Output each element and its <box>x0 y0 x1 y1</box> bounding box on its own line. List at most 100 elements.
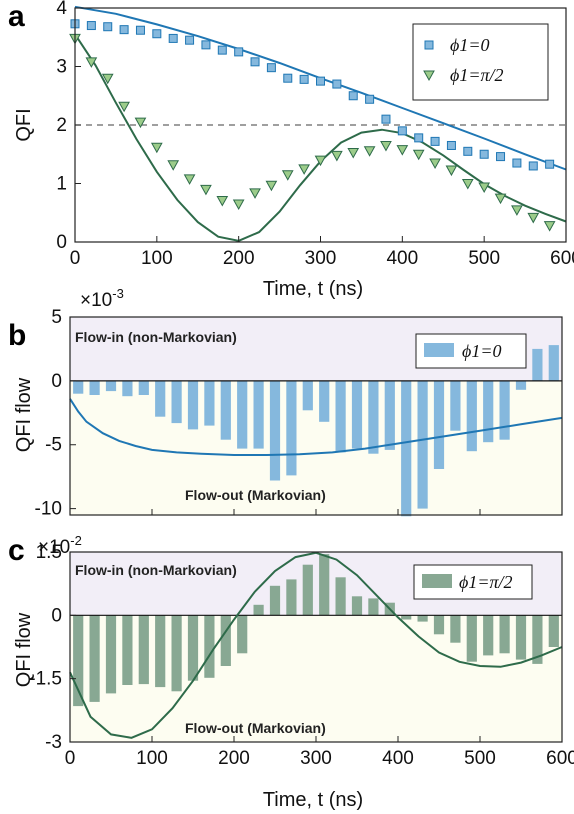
bar <box>368 598 379 616</box>
panel-c-exponent: ×10-2 <box>38 533 82 558</box>
legend-swatch <box>422 574 452 588</box>
data-point-phi-pi2 <box>101 73 114 85</box>
data-point-phi0 <box>414 133 424 143</box>
data-point-phi0 <box>152 29 162 39</box>
bar <box>220 615 231 666</box>
panel-b-ytick-label: 0 <box>51 371 62 392</box>
data-point-phi-pi2 <box>445 165 458 177</box>
data-point-phi-pi2 <box>183 174 196 185</box>
bar <box>483 615 494 656</box>
bar <box>368 380 379 454</box>
bar <box>122 380 133 397</box>
bar <box>335 577 346 616</box>
data-point-phi0 <box>545 159 555 169</box>
bar <box>138 615 149 685</box>
data-point-phi-pi2 <box>478 182 491 194</box>
panel-a-ytick-label: 0 <box>56 232 67 253</box>
bar <box>204 380 215 426</box>
data-point-phi-pi2 <box>281 170 294 181</box>
data-point-phi-pi2 <box>527 212 540 224</box>
bar <box>351 596 363 616</box>
data-point-phi-pi2 <box>167 160 180 171</box>
bar <box>302 380 313 411</box>
bar <box>417 615 428 622</box>
data-point-phi0 <box>496 152 506 162</box>
data-point-phi-pi2 <box>380 140 392 152</box>
data-point-phi0 <box>234 47 244 57</box>
panel-c-chart: 0 100 200 300 400 500 600 -3 -1.5 0 1.5 ϕ1=π/2 <box>29 542 574 769</box>
panel-b-flow-in-label: Flow-in (non-Markovian) <box>75 329 237 345</box>
data-point-phi-pi2 <box>461 179 474 190</box>
bar <box>187 615 199 681</box>
data-point-phi0 <box>168 33 178 43</box>
data-point-phi0 <box>103 22 113 32</box>
data-point-phi0 <box>365 94 375 104</box>
data-point-phi0 <box>479 149 489 159</box>
bar <box>220 380 231 440</box>
bar <box>253 604 264 616</box>
data-point-phi-pi2 <box>494 193 507 205</box>
bar <box>384 380 395 450</box>
bar <box>105 615 117 694</box>
data-point-phi0 <box>135 25 145 35</box>
panel-c-ylabel: QFI flow <box>13 612 35 687</box>
data-point-phi-pi2 <box>118 101 130 113</box>
panel-b-ytick-label: -10 <box>35 499 62 520</box>
bar <box>187 380 199 430</box>
bar <box>483 380 494 443</box>
panel-c-ytick-label: 0 <box>51 605 62 626</box>
panel-a-xtick-label: 500 <box>468 248 500 269</box>
panel-c-ytick-label: -3 <box>45 732 62 753</box>
bar <box>515 615 527 660</box>
legend-label-phi-pi2: ϕ1=π/2 <box>450 65 503 85</box>
panel-b-legend: ϕ1=0 <box>415 333 527 369</box>
panel-a-ytick-label: 1 <box>56 174 67 195</box>
bar <box>515 380 527 390</box>
panel-a-xtick-label: 600 <box>550 248 574 269</box>
panel-b-ylabel: QFI flow <box>13 377 35 452</box>
bar <box>319 380 330 422</box>
bar <box>237 615 248 654</box>
panel-c-legend: ϕ1=π/2 <box>413 564 533 600</box>
data-point-phi0 <box>348 91 358 101</box>
data-point-phi-pi2 <box>200 184 212 196</box>
bar <box>204 615 215 678</box>
legend-marker-phi-pi2 <box>423 70 435 82</box>
panel-a-xtick-label: 100 <box>141 248 173 269</box>
panel-c-xtick-label: 200 <box>218 748 250 769</box>
bar <box>155 615 166 688</box>
bar <box>89 615 100 702</box>
panel-b-fit-line <box>69 398 563 456</box>
panel-c-flow-out-label: Flow-out (Markovian) <box>185 720 326 736</box>
data-point-phi0 <box>463 146 473 156</box>
bar <box>319 554 330 616</box>
data-point-phi-pi2 <box>232 199 245 211</box>
bar <box>73 380 84 394</box>
data-point-phi0 <box>397 126 407 136</box>
bar <box>269 380 281 481</box>
bar <box>499 380 510 440</box>
bar <box>450 380 461 431</box>
panel-a-xtick-label: 300 <box>305 248 337 269</box>
data-point-phi-pi2 <box>265 180 278 192</box>
data-point-phi0 <box>316 76 325 86</box>
bar <box>105 380 117 392</box>
panel-label-c: c <box>8 534 25 567</box>
data-point-phi0 <box>332 79 342 89</box>
legend-swatch <box>424 343 454 357</box>
bar <box>532 348 543 381</box>
bar <box>286 380 297 476</box>
legend-label: ϕ1=π/2 <box>459 572 512 592</box>
panel-c-ytick-label: 1.5 <box>36 542 62 563</box>
panel-label-b: b <box>8 319 26 352</box>
bar <box>171 615 182 692</box>
data-point-phi-pi2 <box>429 158 441 170</box>
panel-c-fit-line <box>69 551 563 739</box>
panel-a-ytick-label: 4 <box>56 0 67 19</box>
bar <box>237 380 248 449</box>
bar <box>401 615 412 620</box>
data-point-phi0 <box>528 161 538 171</box>
data-point-phi-pi2 <box>314 155 327 167</box>
data-point-phi0 <box>119 25 129 35</box>
legend-label-phi0: ϕ1=0 <box>450 35 489 55</box>
